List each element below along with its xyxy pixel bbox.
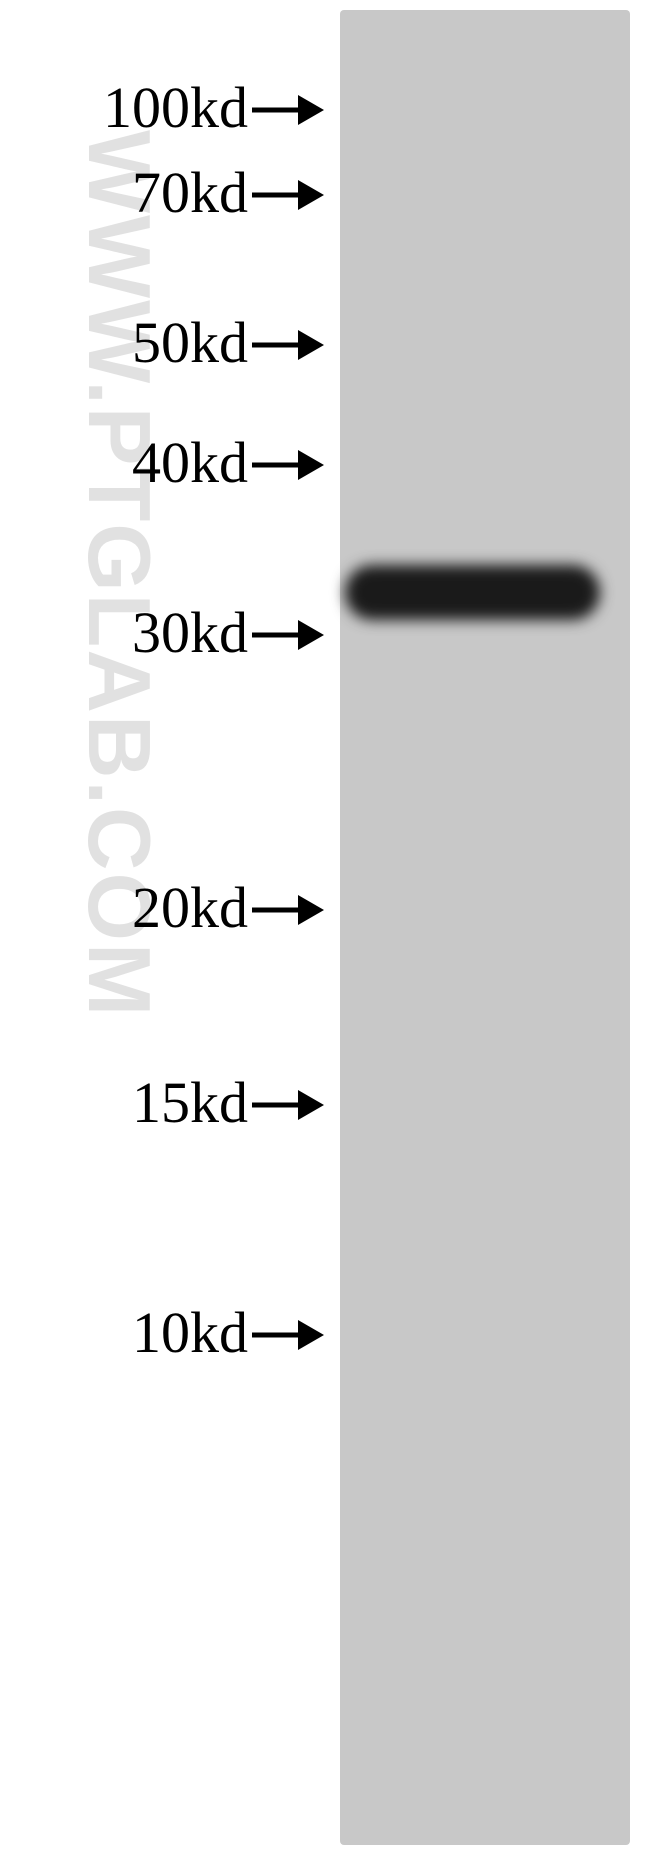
mw-label: 50kd bbox=[132, 309, 248, 376]
mw-arrow-icon bbox=[252, 180, 324, 210]
mw-arrow-icon bbox=[252, 895, 324, 925]
mw-arrow-icon bbox=[252, 1320, 324, 1350]
mw-label: 10kd bbox=[132, 1299, 248, 1366]
mw-arrow-icon bbox=[252, 95, 324, 125]
mw-arrow-icon bbox=[252, 450, 324, 480]
mw-arrow-icon bbox=[252, 1090, 324, 1120]
mw-label: 30kd bbox=[132, 599, 248, 666]
mw-label: 70kd bbox=[132, 159, 248, 226]
mw-arrow-icon bbox=[252, 330, 324, 360]
western-blot-figure: WWW.PTGLAB.COM 100kd70kd50kd40kd30kd20kd… bbox=[0, 0, 650, 1855]
mw-label: 40kd bbox=[132, 429, 248, 496]
protein-band bbox=[345, 565, 600, 620]
mw-label: 20kd bbox=[132, 874, 248, 941]
mw-arrow-icon bbox=[252, 620, 324, 650]
mw-label: 15kd bbox=[132, 1069, 248, 1136]
blot-lane bbox=[340, 10, 630, 1845]
mw-label: 100kd bbox=[103, 74, 248, 141]
